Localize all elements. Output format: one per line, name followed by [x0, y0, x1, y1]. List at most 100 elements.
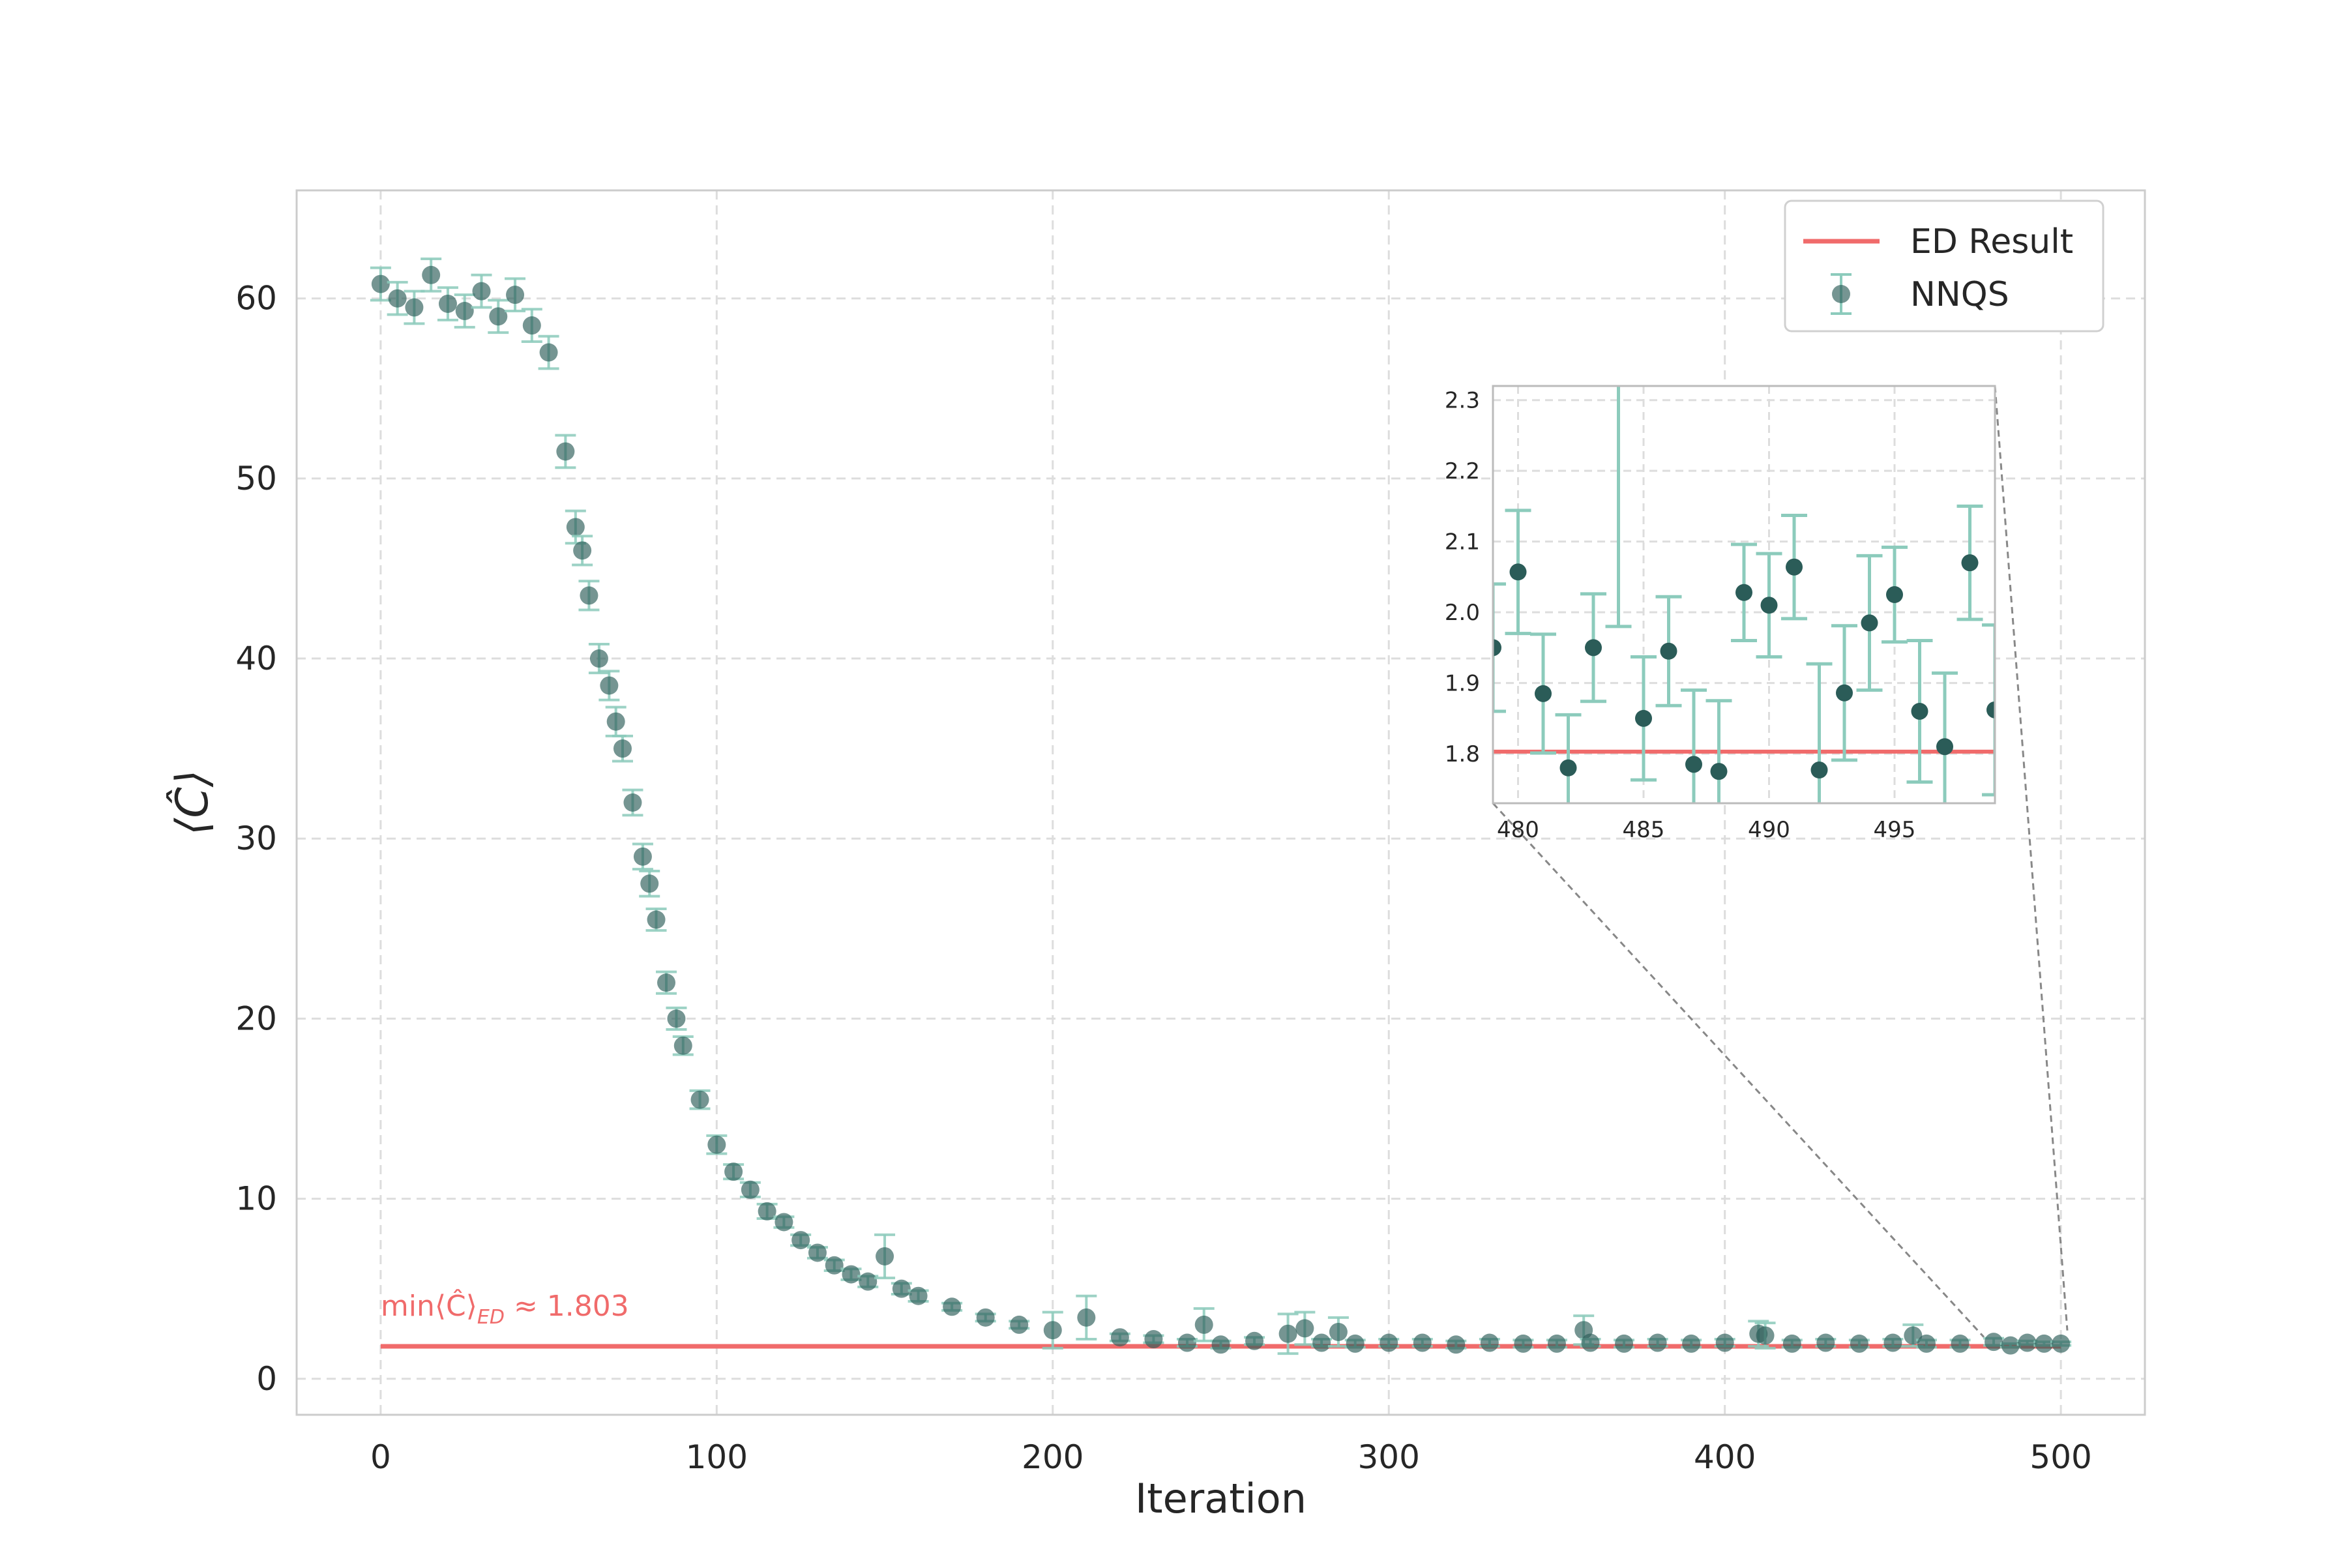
nnqs-marker — [623, 793, 642, 812]
nnqs-point — [806, 1243, 828, 1262]
nnqs-point — [739, 1180, 761, 1199]
x-axis-label: Iteration — [1135, 1475, 1306, 1522]
legend: ED Result NNQS — [1784, 200, 2104, 333]
nnqs-marker — [741, 1180, 760, 1199]
nnqs-marker — [1077, 1308, 1096, 1327]
inset-y-tick-label: 2.1 — [1445, 529, 1480, 555]
nnqs-point — [1915, 1334, 1937, 1353]
nnqs-marker — [1682, 1334, 1701, 1353]
nnqs-point — [1614, 1334, 1635, 1353]
nnqs-point — [1009, 1315, 1030, 1334]
inset-x-tick-label: 480 — [1497, 817, 1539, 843]
nnqs-marker — [455, 302, 474, 321]
inset-y-tick-label: 2.0 — [1445, 600, 1480, 626]
nnqs-marker — [1514, 1334, 1533, 1353]
nnqs-point — [1513, 1334, 1534, 1353]
inset-marker — [1735, 584, 1752, 601]
x-tick-labels: 0 100 200 300 400 500 — [370, 1438, 2092, 1476]
nnqs-marker — [1447, 1335, 1466, 1354]
nnqs-marker — [724, 1162, 743, 1181]
inset-marker — [1986, 701, 1995, 718]
legend-nnqs-swatch — [1831, 273, 1852, 315]
nnqs-marker — [876, 1247, 894, 1265]
nnqs-point — [1445, 1335, 1467, 1354]
y-tick-label: 50 — [235, 460, 277, 497]
nnqs-marker — [2018, 1333, 2037, 1352]
nnqs-marker — [1177, 1333, 1196, 1352]
nnqs-marker — [1245, 1331, 1264, 1350]
nnqs-point — [874, 1233, 896, 1280]
nnqs-point — [598, 670, 620, 702]
nnqs-marker — [1715, 1333, 1734, 1352]
nnqs-point — [488, 299, 509, 334]
x-tick-label: 0 — [370, 1438, 391, 1476]
nnqs-point — [521, 308, 542, 343]
nnqs-point — [790, 1231, 812, 1250]
nnqs-marker — [808, 1243, 827, 1262]
inset-connector-lines — [1492, 385, 2069, 1338]
legend-nnqs-label: NNQS — [1910, 275, 2009, 314]
inset-nnqs-point — [1705, 699, 1732, 803]
inset-marker — [1635, 709, 1652, 727]
nnqs-marker — [1782, 1334, 1801, 1353]
nnqs-marker — [580, 586, 598, 605]
y-axis-label: ⟨Ĉ⟩ — [166, 770, 218, 836]
connector-line-left — [1492, 802, 1985, 1338]
nnqs-marker — [1883, 1333, 1902, 1352]
nnqs-point — [605, 705, 627, 737]
nnqs-marker — [707, 1135, 726, 1154]
nnqs-point — [908, 1286, 929, 1305]
nnqs-point — [578, 580, 600, 612]
y-tick-label: 10 — [235, 1180, 277, 1218]
inset-nnqs-points — [1493, 386, 1995, 803]
inset-nnqs-point — [1856, 554, 1883, 692]
nnqs-point — [645, 907, 667, 932]
nnqs-marker — [1010, 1315, 1029, 1334]
inset-y-tick-label: 1.8 — [1445, 741, 1480, 767]
inset-nnqs-point — [1882, 545, 1908, 644]
inset-marker — [1710, 763, 1728, 780]
nnqs-marker — [600, 676, 619, 695]
nnqs-marker — [633, 847, 652, 866]
nnqs-point — [1042, 1310, 1063, 1350]
nnqs-marker — [556, 442, 575, 461]
nnqs-marker — [1295, 1319, 1314, 1338]
nnqs-point — [437, 286, 458, 321]
nnqs-marker — [976, 1308, 995, 1327]
nnqs-marker — [1648, 1333, 1667, 1352]
inset-nnqs-point — [1781, 514, 1807, 621]
inset-marker — [1936, 738, 1953, 756]
inset-marker — [1493, 639, 1501, 657]
nnqs-point — [1754, 1322, 1776, 1350]
inset-marker — [1685, 756, 1702, 773]
nnqs-point — [723, 1162, 745, 1181]
nnqs-marker — [825, 1256, 844, 1275]
nnqs-point — [1277, 1312, 1299, 1355]
inset-frame — [1492, 385, 1996, 805]
nnqs-point — [2033, 1334, 2055, 1353]
nnqs-point — [370, 266, 391, 302]
nnqs-point — [823, 1256, 845, 1275]
nnqs-point — [756, 1202, 778, 1220]
nnqs-marker — [472, 282, 491, 301]
nnqs-point — [1983, 1333, 2005, 1352]
nnqs-marker — [690, 1090, 709, 1109]
nnqs-marker — [1043, 1321, 1062, 1340]
nnqs-marker — [1413, 1333, 1432, 1352]
nnqs-marker — [892, 1279, 911, 1298]
nnqs-marker — [573, 541, 592, 560]
inset-y-tick-label: 1.9 — [1445, 671, 1480, 697]
inset-marker — [1961, 554, 1979, 572]
nnqs-point — [632, 842, 653, 871]
nnqs-point — [1244, 1331, 1265, 1350]
nnqs-point — [1949, 1334, 1971, 1353]
inset-marker — [1585, 639, 1602, 657]
nnqs-point — [612, 734, 633, 763]
nnqs-series — [370, 257, 2072, 1355]
inset-marker — [1535, 685, 1552, 702]
nnqs-point — [1143, 1330, 1164, 1349]
inset-x-tick-label: 485 — [1623, 817, 1665, 843]
inset-nnqs-point — [1655, 595, 1682, 707]
nnqs-point — [1848, 1334, 1870, 1353]
nnqs-marker — [606, 712, 625, 731]
